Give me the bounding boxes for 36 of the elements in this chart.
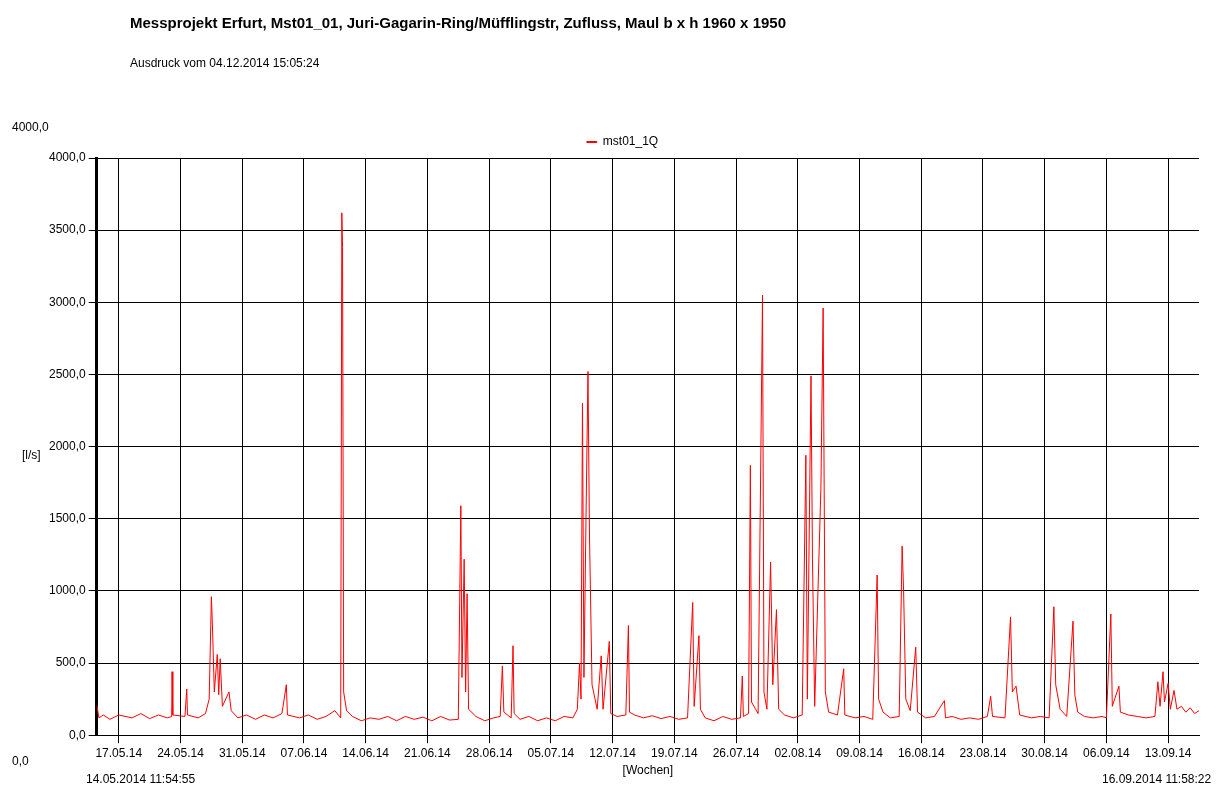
legend-label: mst01_1Q <box>602 134 659 149</box>
y-tick-label: 2500,0 <box>49 366 87 381</box>
y-tick-label: 1500,0 <box>49 511 87 526</box>
x-tick-label: 12.07.14 <box>589 745 637 760</box>
x-tick-label: 16.08.14 <box>897 745 945 760</box>
x-tick-label: 28.06.14 <box>465 745 513 760</box>
x-tick-label: 09.08.14 <box>836 745 884 760</box>
chart-title: Messprojekt Erfurt, Mst01_01, Juri-Gagarin-Ring/Müfflingstr, Zufluss, Maul b x h 1960 x 1950 <box>130 14 787 31</box>
x-tick-label: 31.05.14 <box>218 745 266 760</box>
x-tick-label: 24.05.14 <box>157 745 205 760</box>
x-tick-label: 05.07.14 <box>527 745 575 760</box>
y-tick-label: 4000,0 <box>49 150 87 165</box>
x-tick-label: 17.05.14 <box>95 745 143 760</box>
text: 16.09.2014 11:58:22 <box>1102 772 1212 786</box>
x-tick-label: 30.08.14 <box>1021 745 1069 760</box>
y-tick-label: 3500,0 <box>49 222 87 237</box>
y-tick-label: 500,0 <box>55 655 87 670</box>
text: 14.05.2014 11:54:55 <box>86 772 196 786</box>
x-axis-title: [Wochen] <box>622 763 674 778</box>
x-tick-label: 13.09.14 <box>1144 745 1192 760</box>
x-tick-label: 14.06.14 <box>342 745 390 760</box>
x-tick-label: 06.09.14 <box>1083 745 1131 760</box>
y-tick-label: 2000,0 <box>49 438 87 453</box>
y-tick-label: 0,0 <box>69 727 87 742</box>
chart-subtitle: Ausdruck vom 04.12.2014 15:05:24 <box>130 56 320 70</box>
text: 0,0 <box>12 754 29 768</box>
x-tick-label: 02.08.14 <box>774 745 822 760</box>
x-tick-label: 21.06.14 <box>404 745 452 760</box>
text: 4000,0 <box>12 120 49 134</box>
y-axis-title: [l/s] <box>22 448 41 462</box>
y-tick-label: 3000,0 <box>49 294 87 309</box>
x-tick-label: 19.07.14 <box>650 745 699 760</box>
x-tick-label: 26.07.14 <box>712 745 760 760</box>
y-tick-label: 1000,0 <box>49 583 87 598</box>
x-tick-label: 07.06.14 <box>280 745 328 760</box>
x-tick-label: 23.08.14 <box>959 745 1007 760</box>
